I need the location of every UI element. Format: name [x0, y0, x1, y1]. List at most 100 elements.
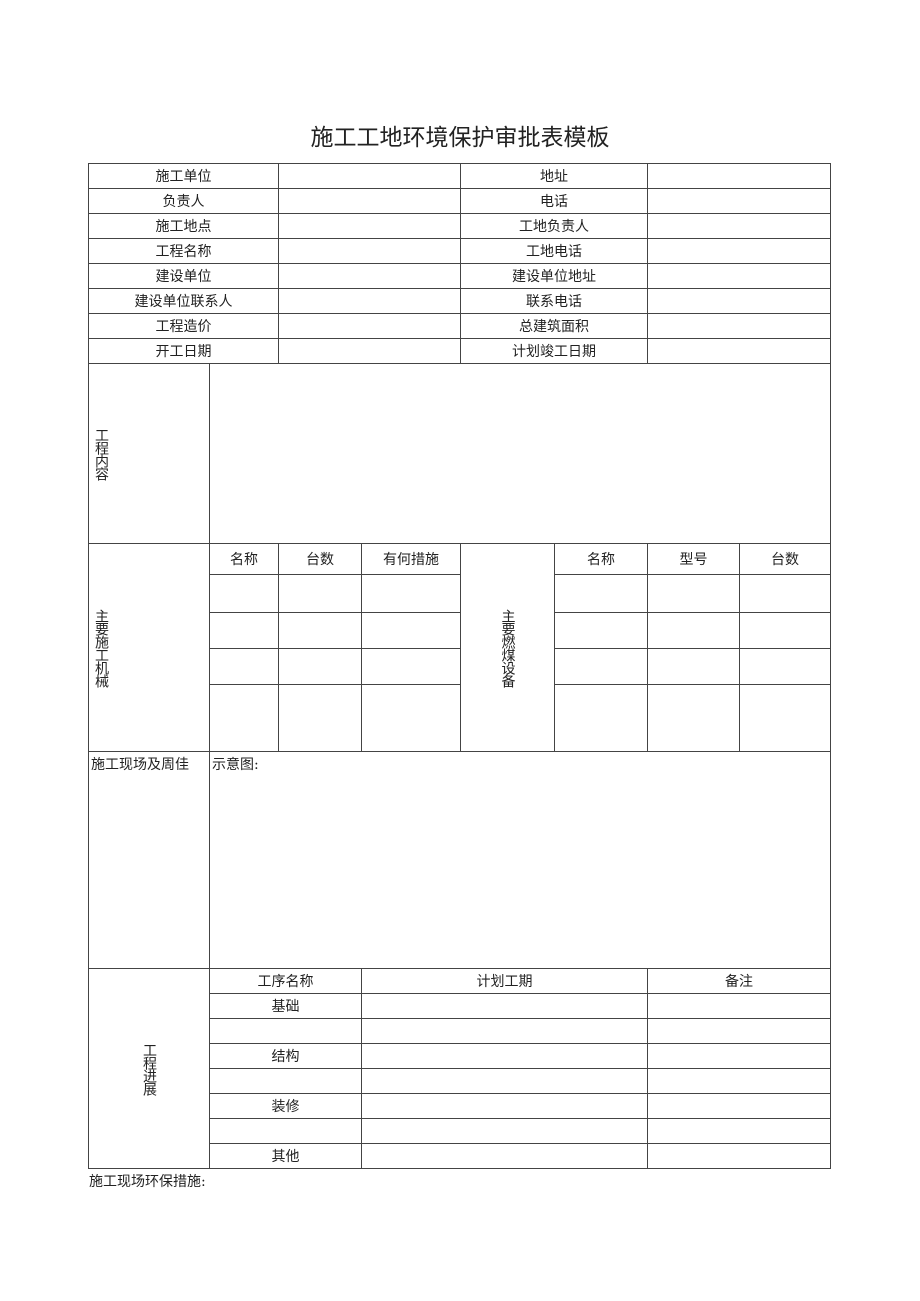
info-value-field[interactable] — [278, 338, 461, 364]
progress-remark-field[interactable] — [647, 1068, 831, 1094]
coal-field[interactable] — [739, 648, 831, 685]
progress-stage: 基础 — [209, 993, 362, 1019]
progress-period-field[interactable] — [361, 1018, 648, 1044]
info-label: 工地负责人 — [460, 213, 648, 239]
machinery-field[interactable] — [209, 612, 279, 649]
coal-field[interactable] — [647, 612, 740, 649]
info-label: 建设单位联系人 — [88, 288, 279, 314]
info-label: 工地电话 — [460, 238, 648, 264]
info-label: 地址 — [460, 163, 648, 189]
info-value-field[interactable] — [647, 188, 831, 214]
info-label: 总建筑面积 — [460, 313, 648, 339]
machinery-field[interactable] — [278, 648, 362, 685]
machinery-field[interactable] — [361, 612, 461, 649]
info-value-field[interactable] — [278, 238, 461, 264]
vertical-label-text: 主要燃煤设备 — [499, 608, 516, 687]
info-value-field[interactable] — [278, 263, 461, 289]
info-label: 计划竣工日期 — [460, 338, 648, 364]
site-sketch-area: 示意图: — [209, 751, 831, 969]
progress-period-field[interactable] — [361, 1068, 648, 1094]
info-label: 联系电话 — [460, 288, 648, 314]
machinery-header: 台数 — [278, 543, 362, 575]
progress-stage: 其他 — [209, 1143, 362, 1169]
coal-field[interactable] — [554, 574, 648, 613]
site-label: 施工现场及周佳 — [88, 751, 210, 969]
progress-header: 计划工期 — [361, 968, 648, 994]
content-field[interactable] — [209, 363, 831, 544]
page-title: 施工工地环境保护审批表模板 — [310, 125, 610, 151]
info-value-field[interactable] — [647, 238, 831, 264]
machinery-field[interactable] — [209, 574, 279, 613]
progress-remark-field[interactable] — [647, 1143, 831, 1169]
coal-field[interactable] — [647, 684, 740, 752]
progress-header: 工序名称 — [209, 968, 362, 994]
info-value-field[interactable] — [278, 213, 461, 239]
progress-period-field[interactable] — [361, 1093, 648, 1119]
coal-label: 主要燃煤设备 — [460, 543, 555, 752]
info-label: 施工地点 — [88, 213, 279, 239]
progress-period-field[interactable] — [361, 1118, 648, 1144]
progress-stage: 装修 — [209, 1093, 362, 1119]
info-label: 开工日期 — [88, 338, 279, 364]
progress-remark-field[interactable] — [647, 1118, 831, 1144]
machinery-field[interactable] — [361, 574, 461, 613]
progress-stage — [209, 1018, 362, 1044]
progress-stage — [209, 1068, 362, 1094]
info-value-field[interactable] — [647, 213, 831, 239]
progress-remark-field[interactable] — [647, 1093, 831, 1119]
info-value-field[interactable] — [278, 163, 461, 189]
info-value-field[interactable] — [278, 313, 461, 339]
machinery-field[interactable] — [278, 574, 362, 613]
progress-stage — [209, 1118, 362, 1144]
coal-field[interactable] — [739, 612, 831, 649]
info-label: 建设单位地址 — [460, 263, 648, 289]
machinery-header: 有何措施 — [361, 543, 461, 575]
info-label: 工程造价 — [88, 313, 279, 339]
machinery-field[interactable] — [209, 648, 279, 685]
info-value-field[interactable] — [647, 263, 831, 289]
info-label: 施工单位 — [88, 163, 279, 189]
machinery-field[interactable] — [361, 648, 461, 685]
progress-period-field[interactable] — [361, 993, 648, 1019]
info-value-field[interactable] — [278, 288, 461, 314]
info-value-field[interactable] — [647, 313, 831, 339]
progress-stage: 结构 — [209, 1043, 362, 1069]
coal-header: 台数 — [739, 543, 831, 575]
info-value-field[interactable] — [647, 338, 831, 364]
progress-remark-field[interactable] — [647, 1018, 831, 1044]
vertical-label-text: 主要施工机械 — [93, 608, 109, 687]
progress-header: 备注 — [647, 968, 831, 994]
coal-header: 名称 — [554, 543, 648, 575]
progress-remark-field[interactable] — [647, 993, 831, 1019]
progress-period-field[interactable] — [361, 1043, 648, 1069]
machinery-header: 名称 — [209, 543, 279, 575]
info-label: 负责人 — [88, 188, 279, 214]
vertical-label-text: 工程内容 — [93, 427, 109, 480]
coal-field[interactable] — [647, 648, 740, 685]
machinery-field[interactable] — [278, 684, 362, 752]
progress-remark-field[interactable] — [647, 1043, 831, 1069]
progress-period-field[interactable] — [361, 1143, 648, 1169]
progress-label: 工程进展 — [88, 968, 210, 1169]
coal-field[interactable] — [647, 574, 740, 613]
machinery-field[interactable] — [278, 612, 362, 649]
coal-field[interactable] — [554, 612, 648, 649]
coal-field[interactable] — [554, 648, 648, 685]
machinery-field[interactable] — [209, 684, 279, 752]
info-label: 电话 — [460, 188, 648, 214]
coal-header: 型号 — [647, 543, 740, 575]
vertical-label-text: 工程进展 — [141, 1042, 157, 1095]
coal-field[interactable] — [739, 574, 831, 613]
coal-field[interactable] — [739, 684, 831, 752]
info-label: 建设单位 — [88, 263, 279, 289]
info-value-field[interactable] — [647, 288, 831, 314]
content-label: 工程内容 — [88, 363, 210, 544]
machinery-label: 主要施工机械 — [88, 543, 210, 752]
coal-field[interactable] — [554, 684, 648, 752]
info-label: 工程名称 — [88, 238, 279, 264]
machinery-field[interactable] — [361, 684, 461, 752]
footer-env-measures: 施工现场环保措施: — [89, 1174, 206, 1190]
info-value-field[interactable] — [278, 188, 461, 214]
info-value-field[interactable] — [647, 163, 831, 189]
